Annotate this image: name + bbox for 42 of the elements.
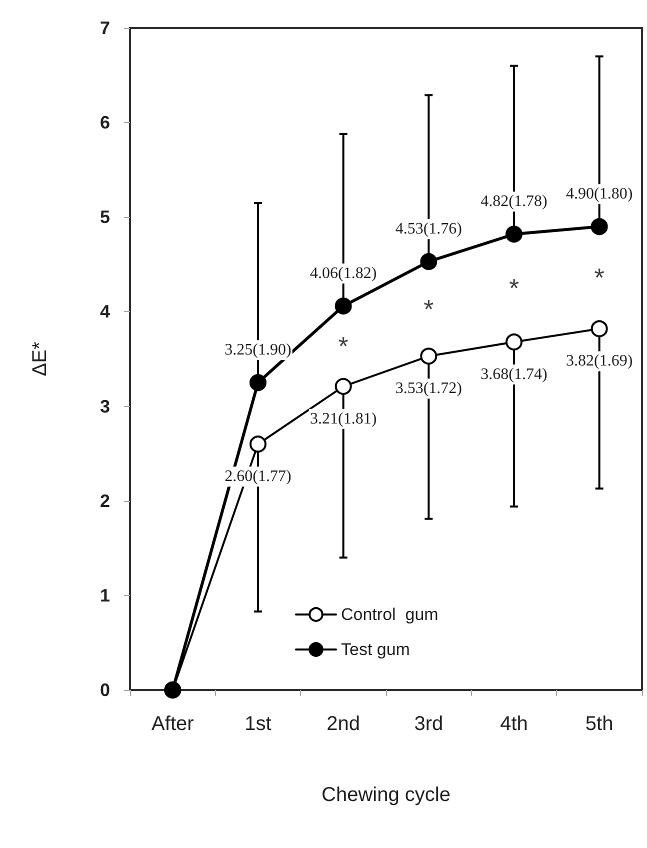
x-tick-label: 5th: [585, 713, 614, 735]
x-tick-label: 3rd: [414, 713, 444, 735]
annotation: *: [424, 294, 434, 324]
data-label: 3.25(1.90): [224, 342, 292, 359]
y-tick-label: 2: [100, 490, 110, 511]
data-label: 4.82(1.78): [480, 193, 548, 210]
y-tick-label: 4: [100, 302, 110, 322]
data-label: 3.68(1.74): [480, 366, 548, 383]
x-axis-title: Chewing cycle: [322, 784, 450, 806]
annotation: *: [594, 262, 604, 293]
data-label: 4.90(1.80): [566, 186, 633, 203]
annotation: *: [338, 331, 348, 362]
point: [250, 374, 266, 392]
data-label: 4.53(1.76): [395, 220, 462, 238]
data-label: 3.82(1.69): [566, 352, 633, 370]
y-tick-label: 5: [100, 207, 110, 228]
point: [334, 378, 352, 395]
x-tick-label: 4th: [500, 713, 528, 735]
x-tick-label: 2nd: [326, 713, 360, 735]
y-tick-label: 1: [100, 585, 110, 606]
point: [506, 333, 522, 350]
y-tick-label: 3: [100, 396, 110, 416]
point: [590, 218, 608, 236]
point: [506, 226, 522, 243]
data-label: 2.60(1.77): [224, 468, 292, 486]
data-label: 3.53(1.72): [395, 380, 462, 398]
point: [334, 298, 352, 315]
x-tick-label: 1st: [244, 713, 272, 735]
legend-label: Control gum: [341, 605, 438, 624]
y-tick-label: 6: [100, 112, 110, 133]
point: [590, 320, 608, 338]
point: [250, 436, 266, 453]
y-tick-label: 7: [100, 18, 110, 38]
point: [420, 348, 438, 365]
x-tick-label: After: [152, 713, 194, 735]
y-tick-label: 0: [100, 680, 110, 700]
data-label: 4.06(1.82): [310, 265, 377, 282]
point: [420, 253, 438, 270]
data-label: 3.21(1.81): [310, 410, 377, 428]
annotation: *: [508, 273, 520, 304]
legend-label: Test gum: [341, 640, 410, 659]
y-axis-title: ΔE*: [29, 342, 51, 376]
